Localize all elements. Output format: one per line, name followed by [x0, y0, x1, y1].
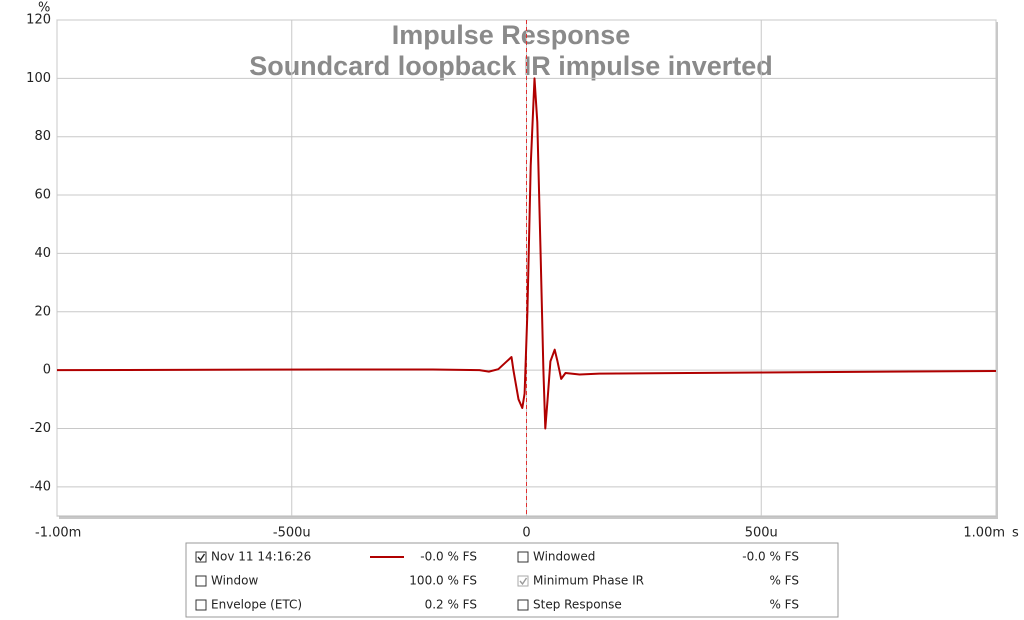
chart-title: Impulse Response: [392, 20, 631, 50]
checkmark: [197, 553, 206, 562]
legend-label[interactable]: Nov 11 14:16:26: [211, 550, 311, 564]
checkbox[interactable]: [517, 599, 529, 611]
legend-readout: % FS: [769, 598, 799, 612]
y-unit: %: [38, 1, 50, 16]
legend-label[interactable]: Window: [211, 574, 259, 588]
legend-label[interactable]: Envelope (ETC): [211, 598, 302, 612]
x-unit: s: [1012, 526, 1019, 541]
legend-label[interactable]: Step Response: [533, 598, 622, 612]
checkbox[interactable]: [195, 551, 207, 563]
y-tick-label: 120: [26, 13, 51, 28]
chart-subtitle: Soundcard loopback IR impulse inverted: [249, 51, 773, 81]
legend-readout: -0.0 % FS: [742, 550, 799, 564]
checkbox[interactable]: [517, 551, 529, 563]
legend-readout: -0.0 % FS: [420, 550, 477, 564]
legend-box: [185, 542, 839, 618]
y-tick-label: 80: [34, 129, 51, 144]
legend-label[interactable]: Windowed: [533, 550, 595, 564]
series-line: [56, 77, 997, 430]
checkbox[interactable]: [195, 575, 207, 587]
y-tick-label: 0: [43, 363, 51, 378]
y-tick-label: 100: [26, 71, 51, 86]
y-tick-label: 20: [34, 304, 51, 319]
x-tick-label: -1.00m: [35, 526, 81, 541]
legend-readout: 100.0 % FS: [409, 574, 477, 588]
x-tick-label: 0: [522, 526, 530, 541]
legend-readout: 0.2 % FS: [425, 598, 477, 612]
legend-label[interactable]: Minimum Phase IR: [533, 574, 644, 588]
x-tick-label: -500u: [273, 526, 311, 541]
x-tick-label: 1.00m: [963, 526, 1005, 541]
y-tick-label: 60: [34, 188, 51, 203]
checkbox[interactable]: [517, 575, 529, 587]
x-tick-label: 500u: [745, 526, 778, 541]
checkbox[interactable]: [195, 599, 207, 611]
legend-readout: % FS: [769, 574, 799, 588]
checkmark: [519, 577, 528, 586]
y-tick-label: -20: [30, 421, 51, 436]
y-tick-label: -40: [30, 479, 51, 494]
y-tick-label: 40: [34, 246, 51, 261]
